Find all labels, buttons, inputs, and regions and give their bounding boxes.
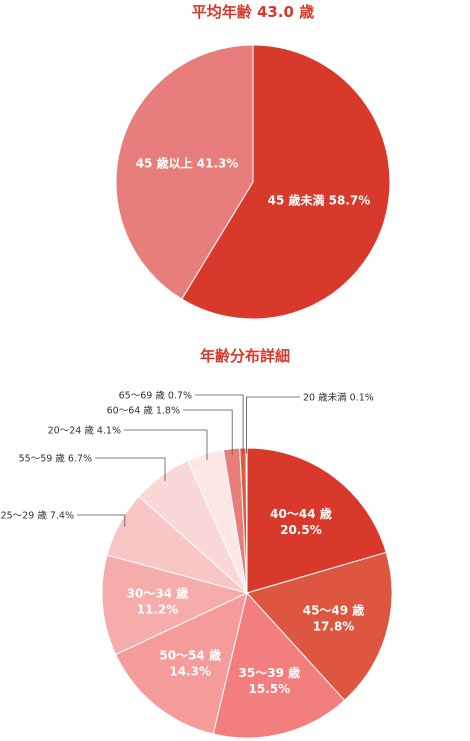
chart2-leader-6 bbox=[95, 457, 166, 481]
chart2-slice-2 bbox=[212, 591, 346, 739]
chart2-leader-5 bbox=[77, 514, 126, 527]
chart2-slice-label-1: 45～49 歳 bbox=[303, 602, 365, 617]
chart2-slice-label-5: 25～29 歳 7.4% bbox=[1, 510, 74, 522]
chart1-title: 平均年齢 43.0 歳 bbox=[192, 3, 314, 21]
chart2-slice-label-0: 40～44 歳 bbox=[270, 506, 332, 521]
chart2-slice-label-10: 20 歳未満 0.1% bbox=[303, 392, 374, 404]
chart2-slice-label-7: 20～24 歳 4.1% bbox=[48, 425, 121, 437]
chart2-slice-label-2: 35～39 歳 bbox=[239, 665, 301, 680]
chart2-leader-7 bbox=[124, 429, 208, 460]
chart1-slice-0 bbox=[181, 44, 391, 320]
chart2-slice-label-8: 60～64 歳 1.8% bbox=[107, 405, 180, 417]
chart2-leader-10 bbox=[246, 396, 300, 455]
chart2-slice-1 bbox=[246, 551, 393, 702]
chart1-slice-label-0: 45 歳未満 58.7% bbox=[268, 192, 371, 207]
chart2-slice-value-2: 15.5% bbox=[249, 682, 291, 696]
chart2-slice-value-1: 17.8% bbox=[313, 619, 355, 633]
chart2-slice-label-6: 55～59 歳 6.7% bbox=[19, 453, 92, 465]
chart2-slice-value-0: 20.5% bbox=[280, 523, 322, 537]
chart1-pie: 45 歳未満 58.7% 45 歳以上 41.3% bbox=[115, 44, 391, 320]
chart2-slice-label-9: 65～69 歳 0.7% bbox=[119, 390, 192, 402]
chart2-slice-label-3: 50～54 歳 bbox=[159, 648, 221, 663]
chart2-slice-3 bbox=[115, 592, 248, 735]
chart2-slice-value-4: 11.2% bbox=[137, 603, 179, 617]
chart2-slice-0 bbox=[246, 447, 387, 594]
chart2-slice-value-3: 14.3% bbox=[169, 665, 211, 679]
chart2-title: 年齢分布詳細 bbox=[200, 347, 290, 365]
chart1-slice-label-1: 45 歳以上 41.3% bbox=[136, 156, 239, 171]
chart2-pie: 40～44 歳 20.5% 45～49 歳 17.8% 35～39 歳 15.5% 50～5… bbox=[1, 390, 393, 739]
chart2-slice-label-4: 30～34 歳 bbox=[127, 586, 189, 601]
chart2-leader-9 bbox=[195, 394, 244, 455]
chart1-slice-1 bbox=[115, 44, 254, 300]
chart2-leader-8 bbox=[183, 409, 233, 455]
chart2-slice-4 bbox=[101, 554, 249, 656]
